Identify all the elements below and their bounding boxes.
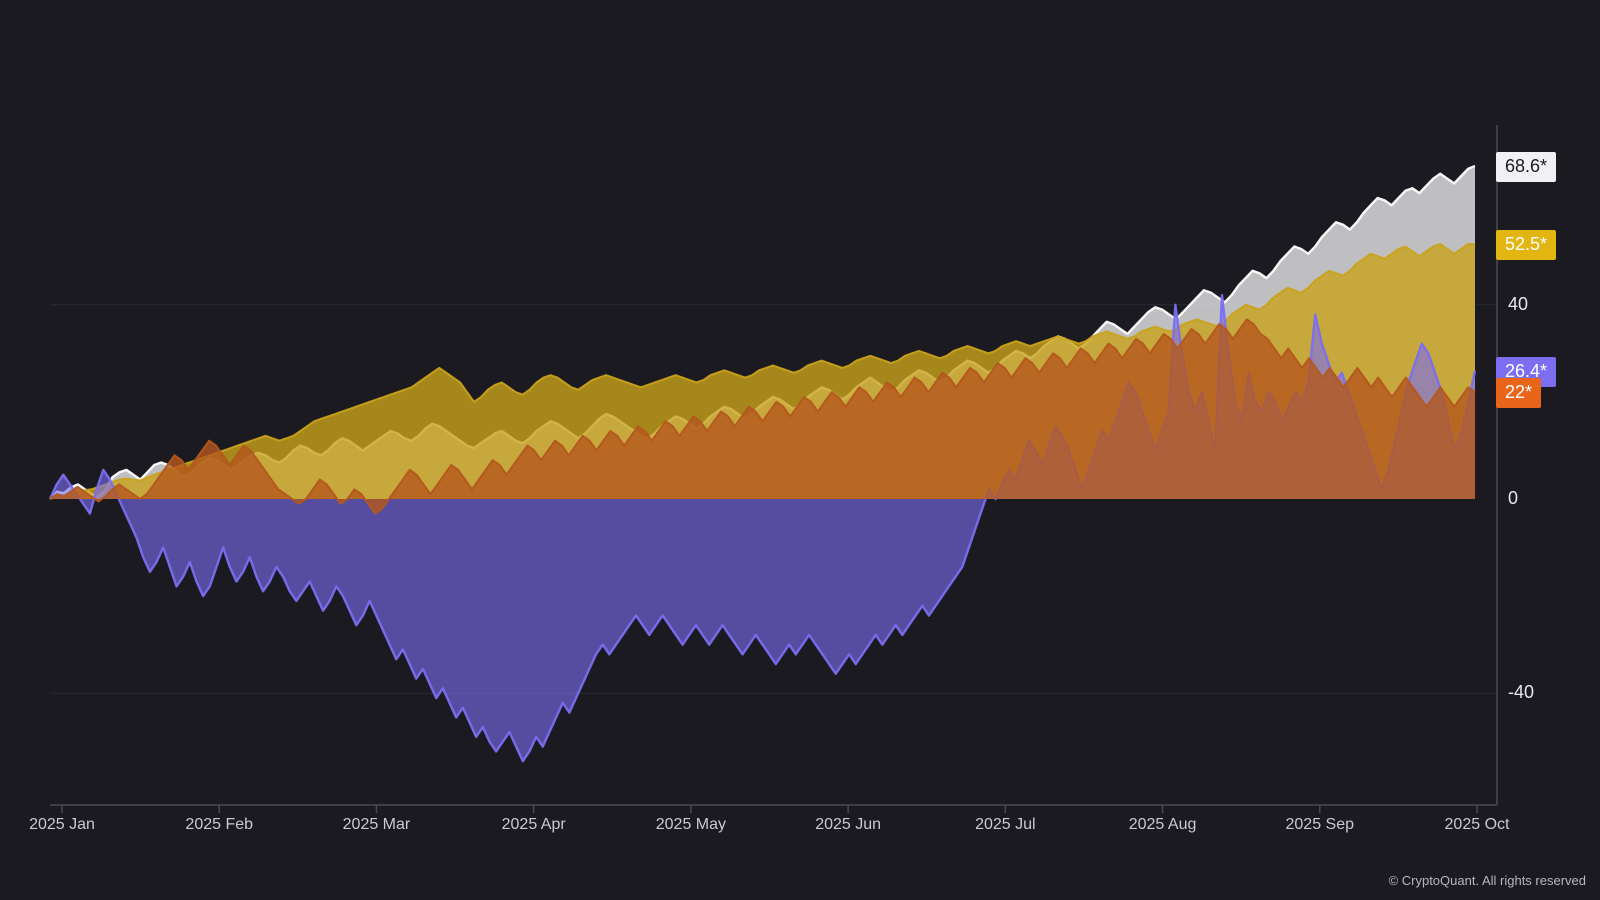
x-axis-tick-label: 2025 Jul [975, 816, 1036, 833]
x-axis-tick-label: 2025 Aug [1128, 816, 1197, 833]
y-axis-tick-label: 40 [1508, 293, 1529, 314]
copyright-notice: © CryptoQuant. All rights reserved [1388, 873, 1586, 888]
y-axis-tick-label: 0 [1508, 487, 1519, 508]
y-axis-value-badge-silver: 68.6* [1496, 151, 1557, 182]
x-axis-tick-label: 2025 Feb [185, 816, 254, 833]
x-axis-tick-label: 2025 Mar [342, 816, 411, 833]
y-axis-value-badge-bitcoin: 22* [1496, 378, 1542, 409]
y-axis-tick-label: -40 [1508, 682, 1535, 703]
y-axis-value-badge-gold: 52.5* [1496, 230, 1557, 261]
x-axis-tick-label: 2025 Apr [501, 816, 566, 833]
x-axis-tick-label: 2025 Jan [29, 816, 95, 833]
x-axis-tick-label: 2025 May [655, 816, 727, 833]
x-axis-tick-label: 2025 Jun [815, 816, 882, 833]
x-axis-tick-label: 2025 Sep [1285, 816, 1355, 833]
x-axis-tick-label: 2025 Oct [1444, 816, 1510, 833]
